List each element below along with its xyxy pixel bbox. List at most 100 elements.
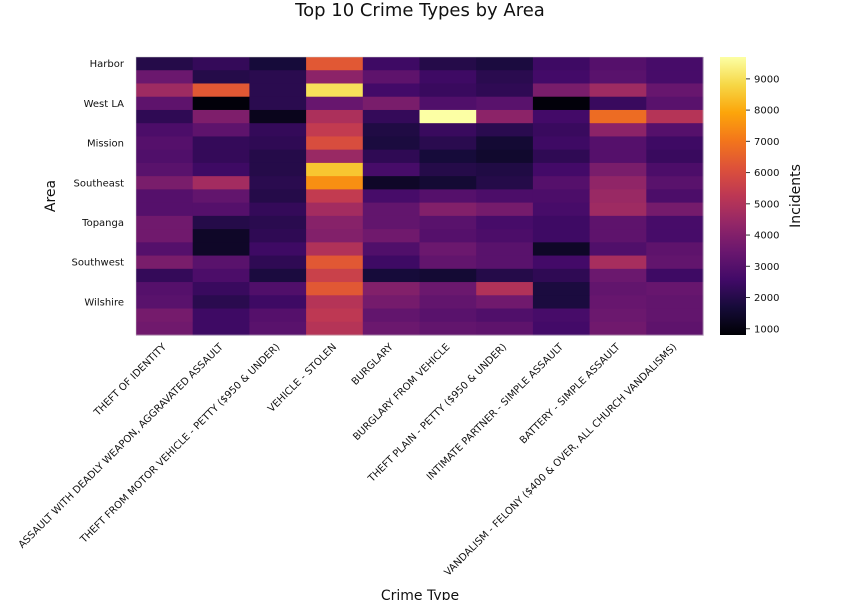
heatmap-cell bbox=[192, 255, 250, 270]
heatmap-cell bbox=[532, 229, 591, 243]
heatmap-cell bbox=[362, 162, 420, 177]
heatmap-cell bbox=[589, 109, 647, 124]
heatmap-cell bbox=[362, 96, 420, 111]
heatmap-cell bbox=[476, 268, 534, 283]
heatmap-cell bbox=[249, 123, 307, 137]
heatmap-cell bbox=[249, 162, 307, 177]
heatmap-cell bbox=[192, 162, 250, 177]
heatmap-cell bbox=[306, 282, 364, 296]
heatmap-cell bbox=[306, 176, 364, 190]
heatmap-cell bbox=[646, 70, 704, 84]
heatmap-cell bbox=[589, 282, 647, 296]
heatmap-cell bbox=[476, 321, 534, 336]
heatmap-cell bbox=[476, 189, 534, 204]
x-tick-label: THEFT FROM MOTOR VEHICLE - PETTY ($950 &… bbox=[78, 342, 283, 547]
heatmap-cell bbox=[192, 123, 250, 137]
heatmap-cell bbox=[192, 202, 250, 217]
heatmap-cell bbox=[136, 229, 194, 243]
heatmap-cell bbox=[589, 83, 647, 98]
heatmap-cell bbox=[362, 136, 420, 151]
heatmap-cell bbox=[249, 83, 307, 98]
heatmap-cell bbox=[532, 255, 591, 270]
heatmap-cell bbox=[476, 162, 534, 177]
heatmap-cell bbox=[646, 149, 704, 164]
y-tick-label: Harbor bbox=[90, 59, 125, 70]
heatmap-cell bbox=[589, 202, 647, 217]
heatmap-cell bbox=[136, 136, 194, 151]
heatmap-cell bbox=[362, 229, 420, 243]
heatmap-cell bbox=[362, 176, 420, 190]
heatmap-cell bbox=[589, 189, 647, 204]
heatmap-cell bbox=[362, 215, 420, 230]
heatmap-cell bbox=[532, 57, 591, 71]
heatmap-cell bbox=[362, 149, 420, 164]
heatmap-cell bbox=[136, 215, 194, 230]
heatmap-cell bbox=[646, 83, 704, 98]
heatmap-cell bbox=[136, 176, 194, 190]
heatmap-cell bbox=[419, 176, 477, 190]
heatmap-cell bbox=[646, 229, 704, 243]
heatmap-cell bbox=[419, 96, 477, 111]
heatmap-cell bbox=[192, 282, 250, 296]
colorbar-ticks: 1000 2000 3000 4000 5000 6000 7000 8000 9000 bbox=[746, 74, 779, 335]
heatmap-cell bbox=[306, 162, 364, 177]
heatmap-cell bbox=[192, 189, 250, 204]
y-tick-labels: Harbor West LA Mission Southeast Topanga Sout… bbox=[71, 59, 124, 308]
heatmap-cell bbox=[589, 242, 647, 257]
heatmap-cell bbox=[249, 176, 307, 190]
heatmap-cell bbox=[249, 268, 307, 283]
heatmap-cell bbox=[306, 96, 364, 111]
heatmap-cell bbox=[646, 96, 704, 111]
heatmap-cell bbox=[476, 96, 534, 111]
heatmap-cell bbox=[589, 162, 647, 177]
heatmap-cell bbox=[476, 308, 534, 323]
y-tick-label: West LA bbox=[84, 99, 125, 110]
heatmap-cell bbox=[249, 70, 307, 84]
heatmap-cell bbox=[362, 83, 420, 98]
colorbar-tick-label: 8000 bbox=[754, 106, 779, 117]
heatmap-cell bbox=[646, 321, 704, 336]
heatmap-cell bbox=[476, 202, 534, 217]
heatmap-cell bbox=[532, 149, 591, 164]
heatmap-cell bbox=[362, 109, 420, 124]
heatmap-cell bbox=[419, 83, 477, 98]
heatmap-cell bbox=[249, 255, 307, 270]
heatmap-cell bbox=[192, 242, 250, 257]
heatmap-cell bbox=[136, 57, 194, 71]
heatmap-cell bbox=[476, 255, 534, 270]
heatmap-cell bbox=[476, 109, 534, 124]
x-tick-label: ASSAULT WITH DEADLY WEAPON, AGGRAVATED A… bbox=[17, 341, 227, 551]
heatmap-cell bbox=[136, 123, 194, 137]
heatmap-cell bbox=[646, 295, 704, 310]
heatmap-cell bbox=[476, 295, 534, 310]
heatmap-cell bbox=[306, 321, 364, 336]
heatmap-cell bbox=[306, 308, 364, 323]
heatmap-cell bbox=[192, 215, 250, 230]
heatmap-cell bbox=[419, 189, 477, 204]
colorbar-tick-label: 9000 bbox=[754, 74, 779, 85]
heatmap-cell bbox=[532, 321, 591, 336]
heatmap-cells bbox=[136, 57, 704, 336]
heatmap-cell bbox=[362, 255, 420, 270]
heatmap-cell bbox=[532, 189, 591, 204]
heatmap-cell bbox=[136, 242, 194, 257]
heatmap-cell bbox=[362, 202, 420, 217]
heatmap-cell bbox=[646, 308, 704, 323]
heatmap-cell bbox=[589, 255, 647, 270]
heatmap-cell bbox=[532, 295, 591, 310]
heatmap-cell bbox=[362, 70, 420, 84]
heatmap-cell bbox=[589, 215, 647, 230]
heatmap-cell bbox=[249, 96, 307, 111]
heatmap-cell bbox=[419, 136, 477, 151]
y-tick-label: Mission bbox=[87, 139, 124, 150]
heatmap-cell bbox=[249, 229, 307, 243]
heatmap-cell bbox=[136, 321, 194, 336]
heatmap-cell bbox=[419, 57, 477, 71]
heatmap-cell bbox=[306, 255, 364, 270]
heatmap-cell bbox=[306, 215, 364, 230]
heatmap-cell bbox=[362, 268, 420, 283]
heatmap-cell bbox=[192, 83, 250, 98]
heatmap-cell bbox=[532, 136, 591, 151]
heatmap-cell bbox=[249, 136, 307, 151]
heatmap-cell bbox=[476, 242, 534, 257]
